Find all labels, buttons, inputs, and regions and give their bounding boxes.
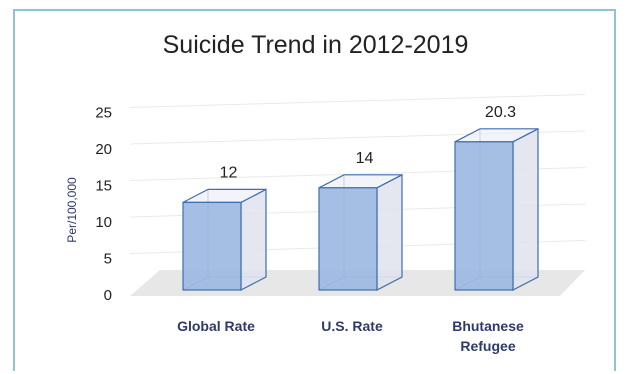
chart-title: Suicide Trend in 2012-2019: [162, 31, 469, 59]
x-axis-categories: Global Rate U.S. Rate Bhutanese Refugee: [177, 318, 524, 354]
y-axis-label: Per/100,000: [65, 177, 79, 243]
bar: [454, 127, 539, 291]
y-tick-label: 5: [104, 251, 112, 268]
bar: [182, 188, 267, 291]
gridline: [129, 94, 586, 108]
y-axis-ticks: 0 5 10 15 20 25: [95, 105, 112, 305]
x-category-label: U.S. Rate: [321, 318, 383, 334]
y-tick-label: 15: [95, 178, 112, 195]
y-tick-label: 10: [95, 214, 112, 231]
bars: 12 14 20.3: [182, 104, 539, 291]
y-tick-label: 25: [95, 105, 112, 122]
bar: [318, 173, 403, 291]
y-tick-label: 20: [95, 141, 112, 158]
data-label: 20.3: [485, 104, 516, 121]
y-tick-label: 0: [104, 287, 112, 304]
data-label: 12: [220, 164, 238, 181]
x-category-label: Global Rate: [177, 318, 255, 334]
x-category-label: Bhutanese Refugee: [452, 318, 524, 354]
data-label: 14: [356, 150, 374, 167]
